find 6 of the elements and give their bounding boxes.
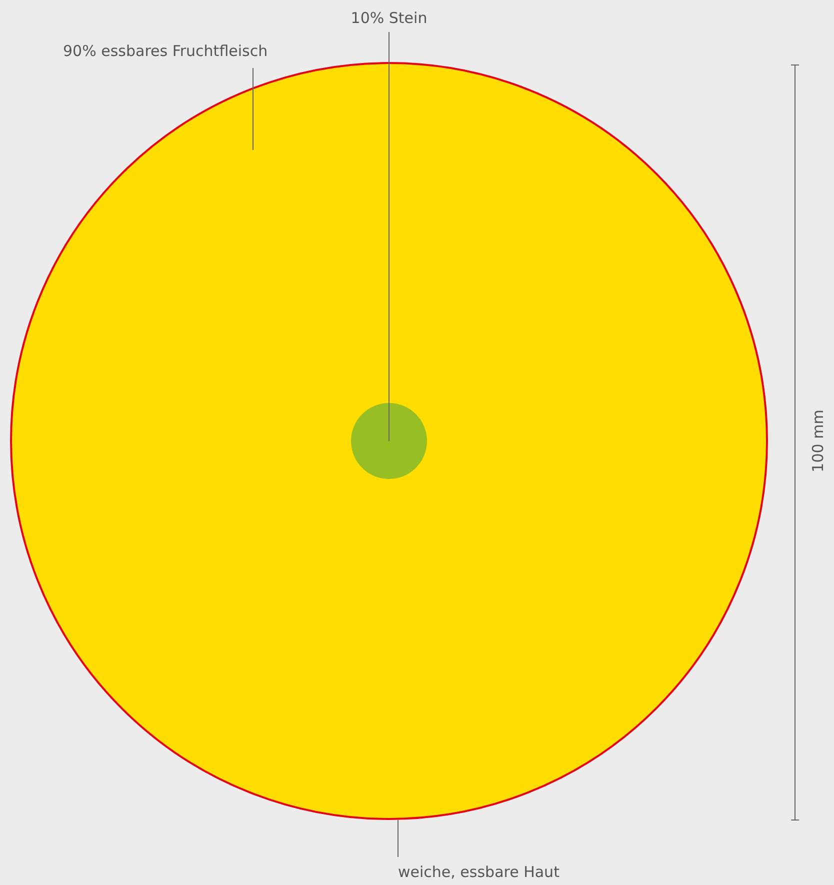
category-label: essbares Fruchtfleisch bbox=[101, 42, 268, 60]
data-label: 10% bbox=[350, 9, 384, 27]
data-label: 90% bbox=[63, 42, 96, 60]
text: weiche, essbare Haut bbox=[398, 863, 560, 881]
text: 100 mm bbox=[809, 410, 827, 472]
category-label: Stein bbox=[388, 9, 428, 27]
